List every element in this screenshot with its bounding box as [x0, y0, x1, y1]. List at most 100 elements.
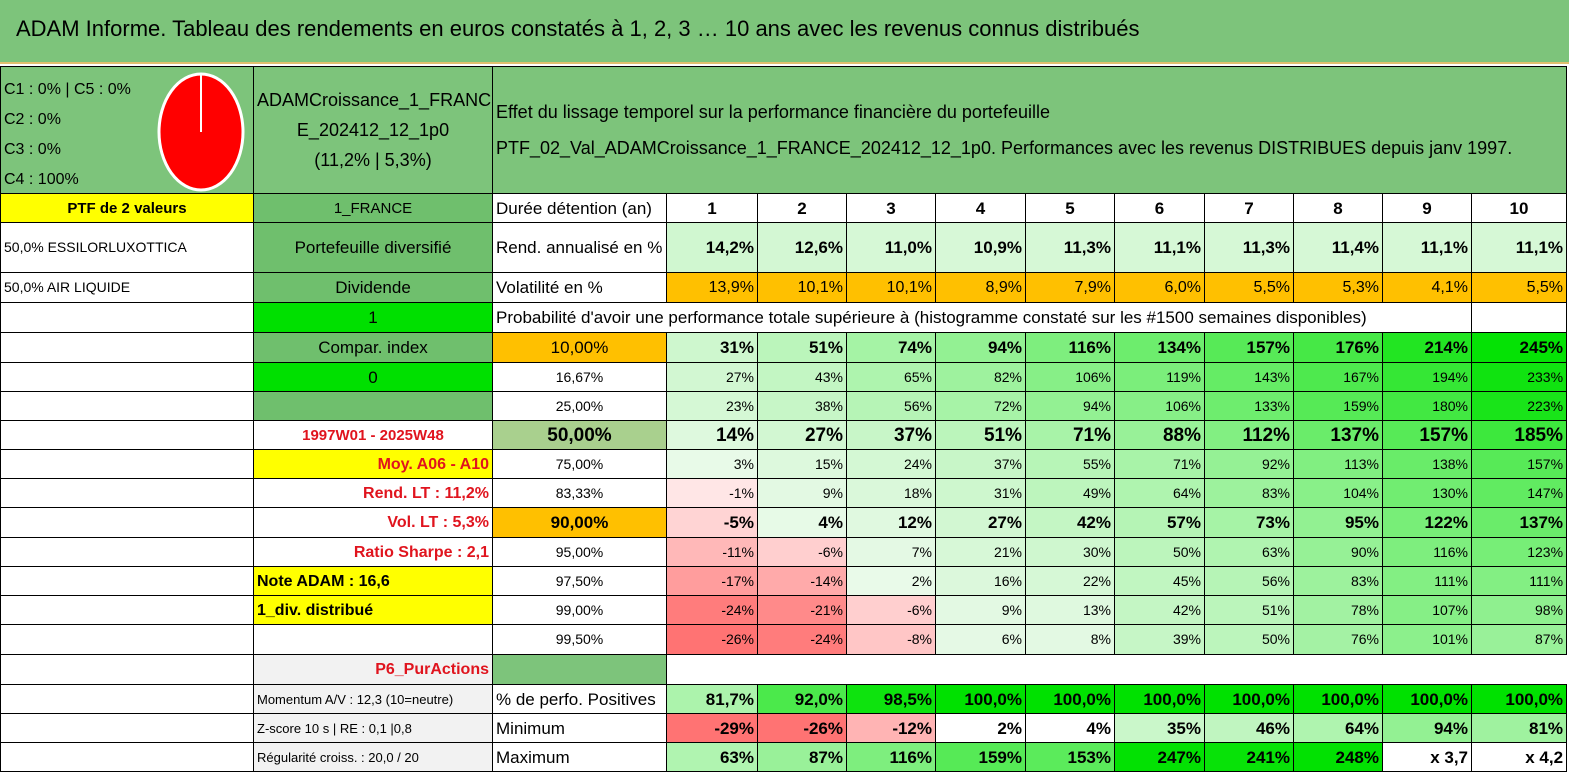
portfolio-name-line2: E_202412_12_1p0	[296, 120, 450, 140]
positive-value: 100,0%	[935, 684, 1026, 714]
holding-2: 50,0% AIR LIQUIDE	[0, 272, 254, 303]
pie-legend: C1 : 0% | C5 : 0% C2 : 0% C3 : 0% C4 : 1…	[4, 75, 131, 193]
probability-value: 101%	[1382, 624, 1472, 655]
description-cell: Effet du lissage temporel sur la perform…	[491, 66, 1568, 194]
threshold-value: 75,00%	[492, 449, 667, 479]
probability-value: 245%	[1470, 332, 1568, 363]
compar-index-value: 0	[253, 362, 493, 392]
allocation-pie-panel: C1 : 0% | C5 : 0% C2 : 0% C3 : 0% C4 : 1…	[0, 66, 254, 194]
probability-value: 18%	[846, 478, 936, 508]
holding-1: 50,0% ESSILORLUXOTTICA	[0, 222, 254, 273]
dividend-value: 1	[253, 302, 493, 333]
volatility-value: 7,9%	[1025, 272, 1115, 303]
probability-value: 12%	[846, 507, 936, 538]
maximum-value: x 3,7	[1382, 742, 1472, 772]
probability-value: 15%	[757, 449, 847, 479]
probability-value: -14%	[757, 566, 847, 596]
year-header: 10	[1470, 193, 1568, 223]
volatility-value: 4,1%	[1382, 272, 1472, 303]
probability-value: 94%	[1025, 391, 1115, 421]
probability-value: 31%	[935, 478, 1026, 508]
threshold-value: 99,50%	[492, 624, 667, 655]
probability-value: 111%	[1382, 566, 1472, 596]
volatility-value: 5,5%	[1204, 272, 1294, 303]
probability-value: 134%	[1114, 332, 1205, 363]
probability-value: 90%	[1293, 537, 1383, 567]
probability-value: 74%	[846, 332, 936, 363]
probability-value: 22%	[1025, 566, 1115, 596]
probability-value: 94%	[935, 332, 1026, 363]
probability-value: 27%	[935, 507, 1026, 538]
probability-value: 194%	[1382, 362, 1472, 392]
probability-value: 123%	[1470, 537, 1568, 567]
year-header: 1	[666, 193, 758, 223]
maximum-label: Maximum	[492, 742, 667, 772]
empty-cell	[0, 595, 254, 625]
maximum-value: 241%	[1204, 742, 1294, 772]
portfolio-stats: (11,2% | 5,3%)	[314, 150, 432, 170]
probability-value: 38%	[757, 391, 847, 421]
volatility-label: Volatilité en %	[492, 272, 667, 303]
threshold-value: 83,33%	[492, 478, 667, 508]
probability-value: 31%	[666, 332, 758, 363]
probability-value: 83%	[1204, 478, 1294, 508]
threshold-value: 97,50%	[492, 566, 667, 596]
compar-index-label: Compar. index	[253, 332, 493, 363]
maximum-value: 63%	[666, 742, 758, 772]
year-header: 8	[1293, 193, 1383, 223]
description-line1: Effet du lissage temporel sur la perform…	[496, 102, 1050, 122]
probability-value: 50%	[1204, 624, 1294, 655]
title-bar: ADAM Informe. Tableau des rendements en …	[0, 0, 1569, 64]
probability-value: 71%	[1114, 449, 1205, 479]
positive-value: 92,0%	[757, 684, 847, 714]
momentum-label: Momentum A/V : 12,3 (10=neutre)	[253, 684, 493, 714]
probability-value: 122%	[1382, 507, 1472, 538]
rend-value: 11,3%	[1204, 222, 1294, 273]
empty-cell	[253, 624, 493, 655]
probability-value: 223%	[1470, 391, 1568, 421]
page-title: ADAM Informe. Tableau des rendements en …	[16, 16, 1140, 41]
probability-value: -11%	[666, 537, 758, 567]
rend-label: Rend. annualisé en %	[492, 222, 667, 273]
probability-value: 27%	[666, 362, 758, 392]
minimum-value: 46%	[1204, 713, 1294, 743]
probability-value: 112%	[1204, 420, 1294, 450]
empty-cell	[667, 655, 1567, 685]
probability-value: 63%	[1204, 537, 1294, 567]
threshold-value: 90,00%	[492, 507, 667, 538]
probability-value: 21%	[935, 537, 1026, 567]
minimum-value: -29%	[666, 713, 758, 743]
year-header: 6	[1114, 193, 1205, 223]
div-distrib-label: 1_div. distribué	[253, 595, 493, 625]
probability-value: 185%	[1470, 420, 1568, 450]
probability-value: 24%	[846, 449, 936, 479]
pie-legend-c4: C4 : 100%	[4, 171, 79, 188]
probability-value: 50%	[1114, 537, 1205, 567]
probability-value: 130%	[1382, 478, 1472, 508]
probability-value: 37%	[935, 449, 1026, 479]
performance-grid: C1 : 0% | C5 : 0% C2 : 0% C3 : 0% C4 : 1…	[0, 66, 1568, 772]
probability-value: 72%	[935, 391, 1026, 421]
probability-value: 13%	[1025, 595, 1115, 625]
probability-value: -1%	[666, 478, 758, 508]
probability-value: 42%	[1025, 507, 1115, 538]
pie-legend-c1-c5: C1 : 0% | C5 : 0%	[4, 81, 131, 98]
probability-value: 4%	[757, 507, 847, 538]
probability-value: 37%	[846, 420, 936, 450]
description-line2: PTF_02_Val_ADAMCroissance_1_FRANCE_20241…	[496, 138, 1513, 158]
year-header: 4	[935, 193, 1026, 223]
portfolio-name-line1: ADAMCroissance_1_FRANC	[257, 90, 492, 110]
threshold-value: 25,00%	[492, 391, 667, 421]
minimum-value: -12%	[846, 713, 936, 743]
probability-value: 57%	[1114, 507, 1205, 538]
minimum-label: Minimum	[492, 713, 667, 743]
probability-value: 95%	[1293, 507, 1383, 538]
period-label: 1997W01 - 2025W48	[253, 420, 493, 450]
maximum-value: 153%	[1025, 742, 1115, 772]
probability-value: 133%	[1204, 391, 1294, 421]
year-header: 2	[757, 193, 847, 223]
probability-value: 30%	[1025, 537, 1115, 567]
empty-cell	[0, 391, 254, 421]
rend-value: 11,1%	[1470, 222, 1568, 273]
probability-value: 157%	[1470, 449, 1568, 479]
